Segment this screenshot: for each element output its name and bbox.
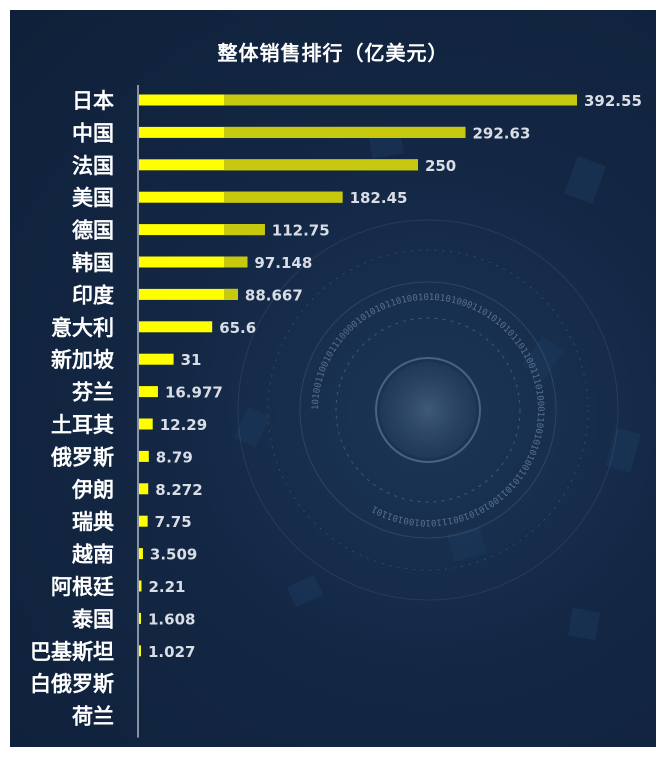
bar-shade (224, 256, 248, 268)
value-label: 7.75 (155, 513, 192, 531)
category-label: 越南 (71, 543, 114, 567)
category-label: 泰国 (71, 607, 114, 631)
value-label: 3.509 (150, 546, 197, 564)
value-label: 8.79 (156, 448, 193, 466)
category-label: 中国 (72, 121, 114, 145)
bar (139, 288, 238, 300)
bar (139, 515, 148, 527)
value-label: 97.148 (254, 254, 312, 272)
value-label: 31 (181, 351, 202, 369)
category-label: 俄罗斯 (50, 445, 114, 469)
concentric-rings (237, 219, 619, 601)
category-label: 新加坡 (51, 348, 114, 372)
bar (139, 580, 142, 592)
value-label: 392.55 (584, 92, 642, 110)
category-label: 法国 (72, 154, 114, 178)
value-label: 65.6 (219, 319, 256, 337)
value-label: 292.63 (473, 124, 531, 142)
bar (139, 483, 149, 495)
bar (139, 321, 213, 333)
chart-panel: 1010011001011100001010101101001010101000… (10, 10, 656, 747)
bar (139, 418, 153, 430)
bar-shade (224, 224, 265, 236)
value-label: 12.29 (160, 416, 207, 434)
category-label: 荷兰 (72, 705, 114, 729)
value-label: 88.667 (245, 286, 303, 304)
value-label: 1.027 (148, 643, 195, 661)
bar-shade (224, 159, 418, 171)
bar-shade (224, 94, 577, 106)
category-label: 芬兰 (72, 381, 114, 405)
value-label: 16.977 (165, 384, 223, 402)
page-margin (0, 747, 666, 775)
bar (139, 645, 141, 657)
category-label: 巴基斯坦 (30, 640, 114, 664)
bar (139, 256, 248, 268)
category-label: 瑞典 (72, 510, 114, 534)
bar (139, 612, 141, 624)
bar-shade (224, 126, 466, 138)
bar (139, 353, 174, 365)
category-label: 美国 (72, 186, 114, 210)
category-label: 白俄罗斯 (30, 672, 114, 696)
category-label: 德国 (72, 219, 114, 243)
bar (139, 548, 143, 560)
bar (139, 386, 158, 398)
bar (139, 224, 265, 236)
value-label: 8.272 (155, 481, 202, 499)
category-label: 阿根廷 (51, 575, 115, 599)
bar-chart: 日本 392.55 中国 292.63 法国 250 美国 182.45 德国 112.75 韩国 9… (30, 85, 642, 738)
category-label: 韩国 (72, 251, 114, 275)
value-label: 2.21 (148, 578, 185, 596)
value-label: 1.608 (148, 610, 195, 628)
category-label: 意大利 (51, 316, 114, 340)
value-label: 112.75 (272, 222, 330, 240)
chart-title: 整体销售排行（亿美元） (217, 41, 449, 65)
value-label: 182.45 (350, 189, 408, 207)
bar (139, 450, 149, 462)
bar-shade (224, 288, 238, 300)
category-label: 土耳其 (51, 413, 114, 437)
value-label: 250 (425, 157, 456, 175)
circuit-background: 1010011001011100001010101101001010101000… (233, 127, 641, 641)
category-label: 伊朗 (71, 478, 114, 502)
globe-icon (380, 362, 476, 458)
category-label: 印度 (72, 283, 114, 307)
category-label: 日本 (72, 89, 114, 113)
bar-shade (224, 191, 343, 203)
